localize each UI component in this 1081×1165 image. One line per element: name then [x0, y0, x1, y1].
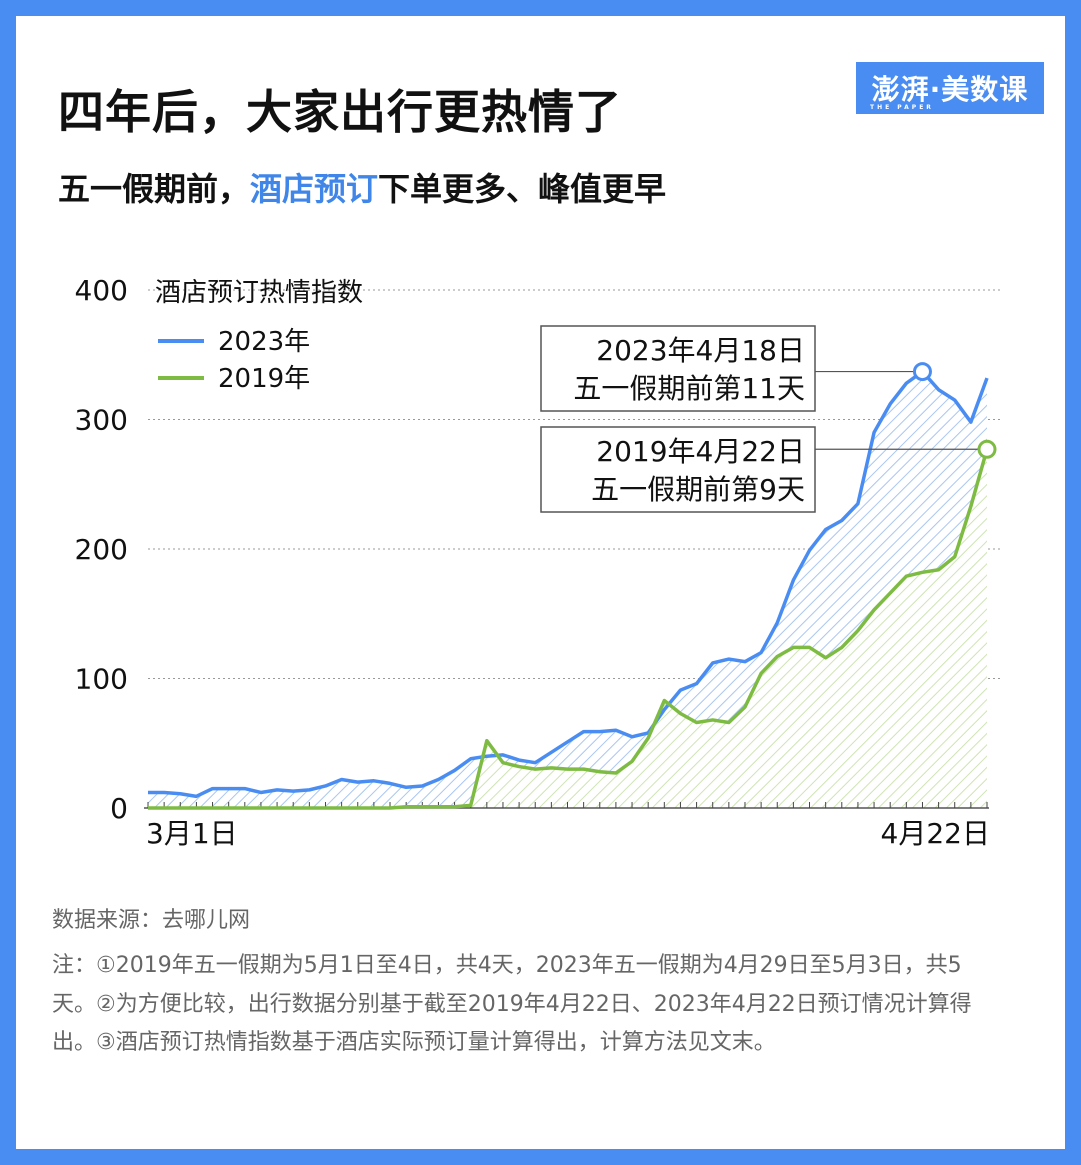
- logo-sub: THE PAPER: [870, 104, 934, 111]
- highlight-point: [912, 362, 932, 382]
- subtitle-highlight: 酒店预订: [250, 170, 379, 208]
- annotation-text: 五一假期前第11天: [573, 372, 805, 405]
- note-text: 注：①2019年五一假期为5月1日至4日，共4天，2023年五一假期为4月29日…: [52, 953, 972, 1055]
- y-tick-label: 200: [75, 533, 128, 566]
- highlight-point: [977, 439, 997, 459]
- legend-label-2019: 2019年: [218, 364, 310, 394]
- chart-title: 四年后，大家出行更热情了: [58, 85, 622, 139]
- annotation-text: 2023年4月18日: [596, 334, 805, 367]
- area-2019年: [148, 449, 987, 808]
- y-tick-label: 100: [75, 663, 128, 696]
- y-tick-label: 400: [75, 274, 128, 307]
- annotation-box: [540, 325, 816, 412]
- y-axis-title: 酒店预订热情指数: [155, 278, 363, 308]
- source-text: 数据来源：去哪儿网: [52, 908, 251, 933]
- line-2019年: [148, 448, 989, 810]
- chart-subtitle: 五一假期前，酒店预订下单更多、峰值更早: [58, 164, 666, 210]
- y-tick-label: 0: [110, 792, 128, 825]
- subtitle-part: 五一假期前，: [58, 170, 251, 208]
- line-2023年: [148, 369, 989, 799]
- x-tick-label-start: 3月1日: [146, 817, 238, 850]
- annotation-box: [540, 426, 816, 513]
- logo-text: 澎湃·美数课: [871, 73, 1029, 106]
- y-tick-label: 300: [75, 404, 128, 437]
- annotation-text: 2019年4月22日: [596, 435, 805, 468]
- subtitle-part: 下单更多、峰值更早: [378, 170, 667, 208]
- annotation-text: 五一假期前第9天: [591, 473, 805, 506]
- legend-label-2023: 2023年: [218, 327, 310, 357]
- x-tick-label-end: 4月22日: [881, 817, 990, 850]
- logo: 澎湃·美数课 THE PAPER: [856, 62, 1044, 114]
